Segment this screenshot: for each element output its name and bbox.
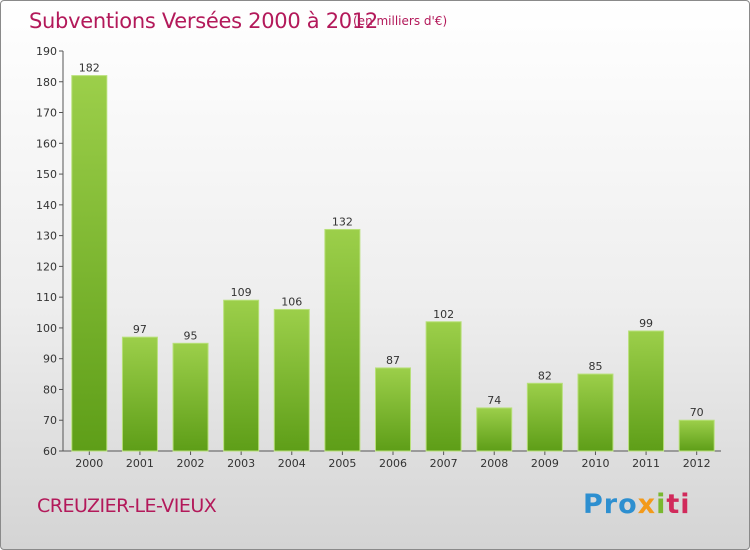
x-tick-label-2007: 2007	[430, 457, 458, 470]
y-tick-label: 150	[36, 168, 57, 181]
city-name: CREUZIER-LE-VIEUX	[37, 495, 217, 517]
bar-2004	[273, 308, 310, 452]
x-tick-label-2004: 2004	[278, 457, 306, 470]
data-label-2008: 74	[487, 394, 501, 407]
y-tick-label: 60	[43, 445, 57, 458]
chart-title: Subventions Versées 2000 à 2012	[29, 9, 378, 33]
bar-2003	[223, 299, 260, 452]
x-tick-label-2008: 2008	[480, 457, 508, 470]
y-tick-label: 110	[36, 291, 57, 304]
data-label-2010: 85	[588, 360, 602, 373]
y-tick-label: 170	[36, 107, 57, 120]
data-label-2004: 106	[281, 295, 302, 308]
y-tick-label: 180	[36, 76, 57, 89]
y-axis: 60 70 80 90 100 110 120 130 140 150 160 170 180 190	[36, 45, 64, 458]
data-label-2012: 70	[690, 406, 704, 419]
logo-part-3: i	[656, 489, 667, 520]
data-label-2011: 99	[639, 317, 653, 330]
y-tick-label: 160	[36, 137, 57, 150]
x-tick-label-2010: 2010	[581, 457, 609, 470]
bar-2010	[577, 373, 614, 452]
data-label-2001: 97	[133, 323, 147, 336]
bars: 182 97 95 109 106 132 87 102 74 82 85 99 70	[71, 62, 715, 452]
y-tick-label: 70	[43, 414, 57, 427]
y-tick-label: 140	[36, 199, 57, 212]
y-tick-label: 190	[36, 45, 57, 58]
bar-2011	[628, 330, 665, 452]
data-label-2007: 102	[433, 308, 454, 321]
x-tick-label-2012: 2012	[683, 457, 711, 470]
data-label-2003: 109	[231, 286, 252, 299]
bar-2001	[121, 336, 158, 452]
x-tick-label-2001: 2001	[126, 457, 154, 470]
y-tick-label: 90	[43, 353, 57, 366]
bar-2000	[71, 75, 108, 452]
bar-2005	[324, 228, 361, 452]
bar-2002	[172, 342, 209, 452]
data-label-2006: 87	[386, 354, 400, 367]
y-tick-label: 120	[36, 260, 57, 273]
logo-part-4: ti	[666, 489, 691, 520]
logo-part-2: x	[637, 489, 657, 520]
x-tick-label-2011: 2011	[632, 457, 660, 470]
y-tick-label: 100	[36, 322, 57, 335]
logo-part-1: Pro	[583, 489, 638, 520]
bar-2008	[476, 407, 513, 452]
proxiti-logo: Proxiti	[583, 489, 691, 520]
data-label-2000: 182	[79, 62, 100, 75]
chart-subtitle: (en milliers d'€)	[353, 14, 448, 28]
y-tick-label: 80	[43, 383, 57, 396]
x-tick-label-2005: 2005	[328, 457, 356, 470]
data-label-2005: 132	[332, 215, 353, 228]
bar-2009	[526, 382, 563, 452]
bar-2007	[425, 321, 462, 452]
x-tick-label-2000: 2000	[75, 457, 103, 470]
bar-2012	[678, 419, 715, 452]
data-label-2009: 82	[538, 369, 552, 382]
y-tick-label: 130	[36, 230, 57, 243]
x-axis: 2000 2001 2002 2003 2004 2005 2006 2007 2008 2009…	[63, 450, 721, 470]
data-label-2002: 95	[184, 329, 198, 342]
bar-2006	[375, 367, 411, 452]
x-tick-label-2003: 2003	[227, 457, 255, 470]
x-tick-label-2009: 2009	[531, 457, 559, 470]
x-tick-label-2006: 2006	[379, 457, 407, 470]
x-tick-label-2002: 2002	[177, 457, 205, 470]
